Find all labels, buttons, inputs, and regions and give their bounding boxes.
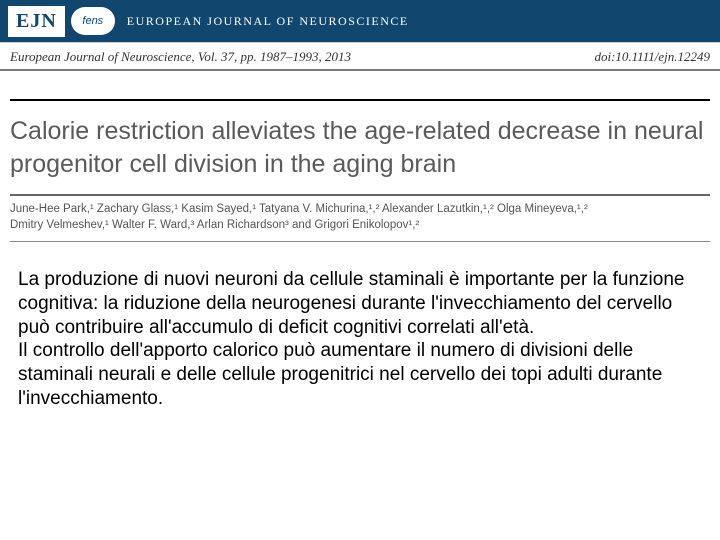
rule-under-title — [10, 194, 710, 196]
journal-name: EUROPEAN JOURNAL OF NEUROSCIENCE — [127, 14, 409, 29]
citation-doi: doi:10.1111/ejn.12249 — [594, 49, 710, 65]
summary-p2: Il controllo dell'apporto calorico può a… — [18, 340, 662, 409]
authors-line-1: June-Hee Park,¹ Zachary Glass,¹ Kasim Sa… — [10, 202, 710, 218]
citation-bar: European Journal of Neuroscience, Vol. 3… — [0, 42, 720, 71]
authors-block: June-Hee Park,¹ Zachary Glass,¹ Kasim Sa… — [0, 202, 720, 233]
citation-left: European Journal of Neuroscience, Vol. 3… — [10, 49, 351, 65]
authors-line-2: Dmitry Velmeshev,¹ Walter F. Ward,³ Arla… — [10, 218, 710, 234]
fens-logo: fens — [71, 7, 115, 35]
article-title: Calorie restriction alleviates the age-r… — [0, 115, 720, 180]
rule-top — [10, 99, 710, 101]
summary-p1: La produzione di nuovi neuroni da cellul… — [18, 269, 684, 338]
journal-banner: EJN fens EUROPEAN JOURNAL OF NEUROSCIENC… — [0, 0, 720, 42]
summary-text: La produzione di nuovi neuroni da cellul… — [0, 242, 720, 411]
ejn-logo: EJN — [8, 6, 65, 37]
